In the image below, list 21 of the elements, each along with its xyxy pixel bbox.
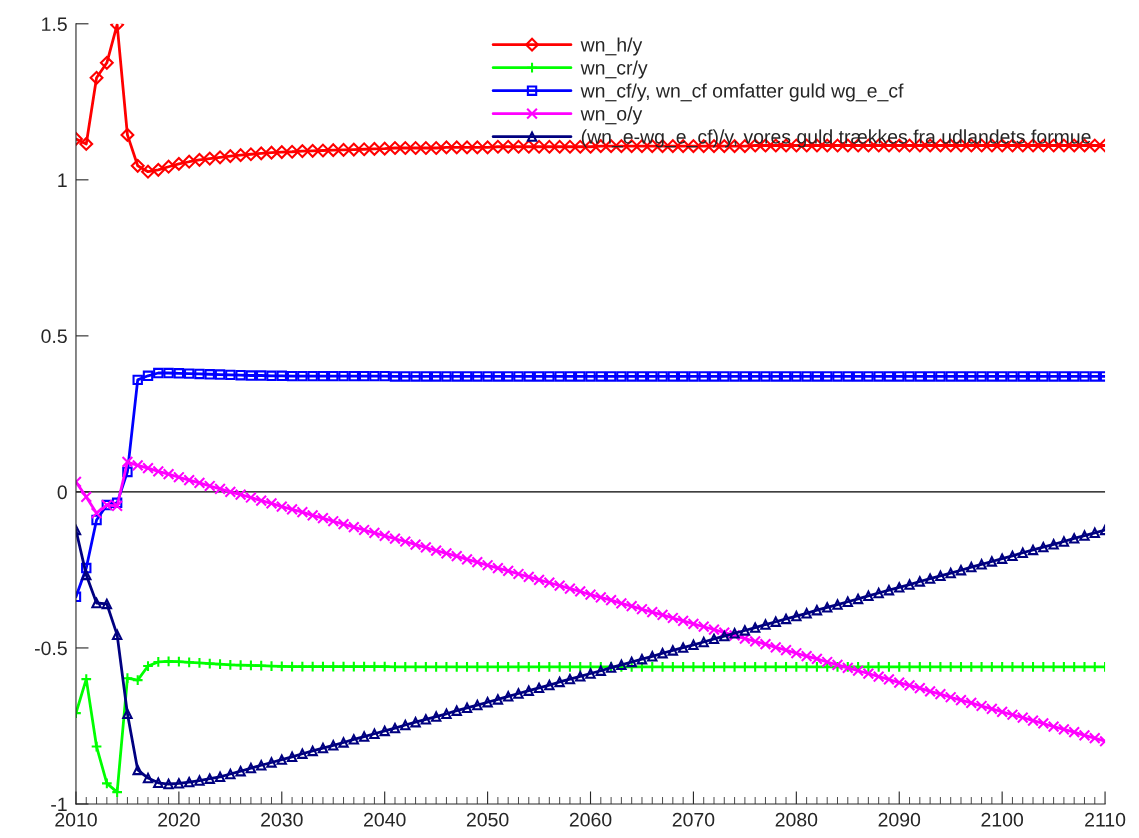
x-tick-label: 2030 — [261, 812, 303, 827]
y-tick-label: -1 — [51, 797, 67, 812]
y-tick-label: 0 — [57, 485, 67, 500]
x-tick-label: 2010 — [55, 812, 97, 827]
y-tick-label: 1 — [58, 173, 67, 187]
x-tick-label: 2090 — [878, 812, 921, 827]
legend-label: wn_cf/y, wn_cf omfatter guld wg_e_cf — [580, 83, 904, 102]
x-tick-label: 2110 — [1085, 812, 1126, 827]
x-tick-label: 2020 — [158, 812, 200, 827]
x-tick-label: 2040 — [364, 812, 406, 827]
y-tick-label: 0.5 — [41, 329, 67, 344]
x-tick-label: 2100 — [981, 812, 1024, 827]
x-tick-label: 2050 — [466, 812, 509, 827]
legend-label: wn_h/y — [580, 37, 643, 56]
x-tick-label: 2070 — [672, 812, 715, 827]
y-tick-label: -0.5 — [35, 641, 67, 656]
legend-label: wn_o/y — [580, 106, 643, 125]
y-tick-label: 1.5 — [42, 17, 67, 32]
legend-label: wn_cr/y — [580, 60, 648, 79]
x-tick-label: 2080 — [775, 812, 818, 827]
x-tick-label: 2060 — [569, 812, 612, 827]
